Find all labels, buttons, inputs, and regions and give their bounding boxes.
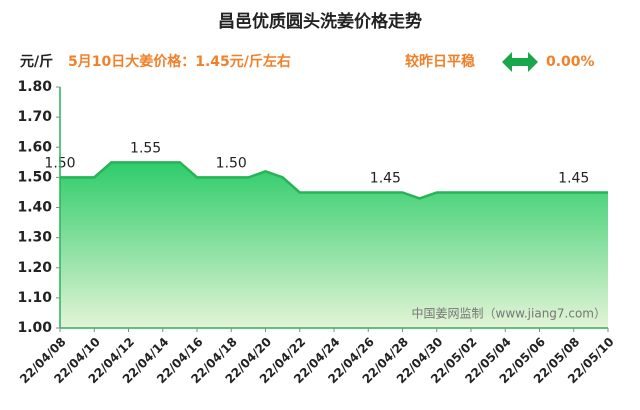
y-tick-label: 1.30: [17, 230, 52, 246]
line: [60, 161, 608, 200]
y-tick-label: 1.60: [17, 139, 52, 155]
y-tick-label: 1.50: [17, 169, 52, 185]
y-tick-label: 1.10: [17, 290, 52, 306]
y-axis-label: 元/斤: [20, 53, 53, 70]
change-value: 0.00%: [546, 54, 595, 70]
flat-arrow-icon: [502, 52, 538, 72]
change-label: 较昨日平稳: [405, 53, 475, 70]
watermark: 中国姜网监制（www.jiang7.com）: [412, 306, 606, 321]
data-label: 1.55: [130, 140, 161, 156]
y-tick-label: 1.20: [17, 260, 52, 276]
y-tick-label: 1.40: [17, 200, 52, 216]
subtitle: 5月10日大姜价格：1.45元/斤左右: [68, 53, 291, 70]
area: [60, 162, 608, 328]
y-tick-label: 1.70: [17, 109, 52, 125]
y-tick-label: 1.80: [17, 79, 52, 95]
data-label: 1.45: [370, 170, 401, 186]
y-tick-label: 1.00: [17, 320, 52, 336]
chart-title: 昌邑优质圆头洗姜价格走势: [218, 11, 422, 32]
data-label: 1.45: [558, 170, 589, 186]
data-label: 1.50: [216, 155, 247, 171]
